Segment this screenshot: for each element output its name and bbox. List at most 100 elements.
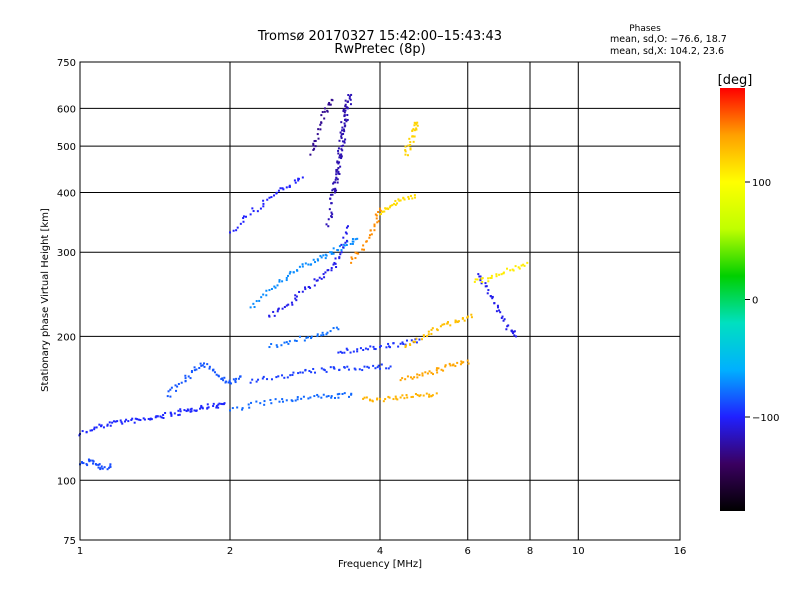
data-point xyxy=(142,417,145,420)
data-point xyxy=(288,185,291,188)
data-point xyxy=(369,345,372,348)
data-point xyxy=(340,121,343,124)
data-point xyxy=(334,257,337,260)
data-point xyxy=(338,256,341,259)
data-point xyxy=(377,364,380,367)
data-point xyxy=(399,342,402,345)
data-point xyxy=(222,379,225,382)
data-point xyxy=(349,103,352,106)
data-point xyxy=(371,399,374,402)
data-point xyxy=(87,458,90,461)
data-point xyxy=(270,287,273,290)
data-point xyxy=(354,368,357,371)
data-point xyxy=(296,396,299,399)
chart-subtitle: RwPretec (8p) xyxy=(334,42,425,57)
data-point xyxy=(137,418,140,421)
data-point xyxy=(121,422,124,425)
data-point xyxy=(134,417,137,420)
data-point xyxy=(316,393,319,396)
data-point xyxy=(329,193,332,196)
data-point xyxy=(337,328,340,331)
data-point xyxy=(307,336,310,339)
data-point xyxy=(78,434,81,437)
data-point xyxy=(283,376,286,379)
data-point xyxy=(330,251,333,254)
data-point xyxy=(270,402,273,405)
data-point xyxy=(101,467,104,470)
data-point xyxy=(310,371,313,374)
data-point xyxy=(187,409,190,412)
data-point xyxy=(289,374,292,377)
data-point xyxy=(502,319,505,322)
data-point xyxy=(170,413,173,416)
data-point xyxy=(376,221,379,224)
data-point xyxy=(340,243,343,246)
data-point xyxy=(337,396,340,399)
data-point xyxy=(330,396,333,399)
data-point xyxy=(217,375,220,378)
data-point xyxy=(399,379,402,382)
data-point xyxy=(411,377,414,380)
data-point xyxy=(86,464,89,467)
data-point xyxy=(502,271,505,274)
data-point xyxy=(407,195,410,198)
data-point xyxy=(394,199,397,202)
data-point xyxy=(304,368,307,371)
data-point xyxy=(184,380,187,383)
data-point xyxy=(435,392,438,395)
data-point xyxy=(208,365,211,368)
data-point xyxy=(477,273,480,276)
data-point xyxy=(336,168,339,171)
data-point xyxy=(270,196,273,199)
data-point xyxy=(346,114,349,117)
data-point xyxy=(291,303,294,306)
data-point xyxy=(265,294,268,297)
data-point xyxy=(269,398,272,401)
data-point xyxy=(255,380,258,383)
data-point xyxy=(184,374,187,377)
data-point xyxy=(227,381,230,384)
data-point xyxy=(330,252,333,255)
data-point xyxy=(304,288,307,291)
data-point xyxy=(342,246,345,249)
data-point xyxy=(337,170,340,173)
data-point xyxy=(279,187,282,190)
data-point xyxy=(487,277,490,280)
data-point xyxy=(340,153,343,156)
data-point xyxy=(340,133,343,136)
data-point xyxy=(162,413,165,416)
data-point xyxy=(293,179,296,182)
data-point xyxy=(280,344,283,347)
data-point xyxy=(332,327,335,330)
data-point xyxy=(443,323,446,326)
data-point xyxy=(486,292,489,295)
data-point xyxy=(526,261,529,264)
data-point xyxy=(412,340,415,343)
data-point xyxy=(347,395,350,398)
data-point xyxy=(493,302,496,305)
data-point xyxy=(327,395,330,398)
data-point xyxy=(358,368,361,371)
data-point xyxy=(383,210,386,213)
data-point xyxy=(289,270,292,273)
data-point xyxy=(253,306,256,309)
data-point xyxy=(295,295,298,298)
data-point xyxy=(334,178,337,181)
data-point xyxy=(495,273,498,276)
data-point xyxy=(323,107,326,110)
data-point xyxy=(287,274,290,277)
data-point xyxy=(404,150,407,153)
data-point xyxy=(495,275,498,278)
data-point xyxy=(454,321,457,324)
data-point xyxy=(379,397,381,400)
data-point xyxy=(337,162,340,165)
data-point xyxy=(263,400,266,403)
data-point xyxy=(177,414,180,417)
data-point xyxy=(139,419,142,422)
data-point xyxy=(470,316,473,319)
data-point xyxy=(362,397,365,400)
data-point xyxy=(287,303,290,306)
data-point xyxy=(320,121,323,124)
data-point xyxy=(370,233,373,236)
data-point xyxy=(164,411,167,414)
